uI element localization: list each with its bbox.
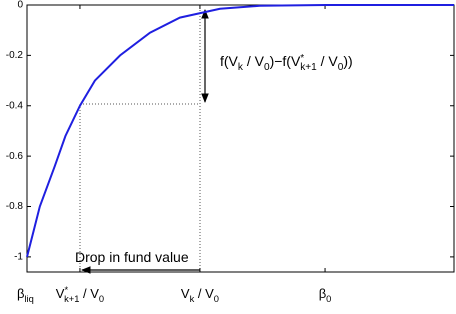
guide-lines [79,10,201,272]
text-part: liq [24,294,33,304]
text-part: k+1 [300,62,317,73]
text-part: k [190,294,195,304]
y-tick-label: -0.4 [6,100,24,111]
text-part: )−f(V [270,53,301,69]
text-part: β [17,286,24,301]
text-part: 0 [326,294,331,304]
text-part: * [64,285,68,295]
y-tick-label: -0.2 [6,50,24,61]
x-tick-label: β0 [319,286,332,304]
text-part: V [181,286,190,301]
text-part: k+1 [64,294,79,304]
x-tick-label: V* k+1 / V0 [56,285,104,304]
x-tick-label: Vk / V0 [181,286,219,304]
text-part: V [56,286,65,301]
text-part: 0 [338,62,344,73]
plot-frame [26,4,455,273]
y-tick-label: 0 [17,0,23,11]
x-tick-label: βliq [17,286,34,304]
text-part: / V [317,53,339,69]
text-part: / V [79,286,99,301]
text-part: k [238,62,244,73]
curve [26,4,454,258]
text-part: * [300,53,304,64]
text-part: )) [343,53,352,69]
text-part: 0 [99,294,104,304]
text-part: / V [194,286,214,301]
text-part: 0 [214,294,219,304]
y-tick-label: -0.6 [6,151,24,162]
text-part: f(V [220,53,239,69]
text-part: 0 [264,62,270,73]
y-tick-label: -1 [14,252,23,263]
y-tick-label: -0.8 [6,201,24,212]
text-part: β [319,286,326,301]
annotation: Drop in fund value [75,249,189,265]
text-part: / V [243,53,265,69]
annotation: f(Vk / V0)−f(V* k+1 / V0)) [220,53,353,73]
